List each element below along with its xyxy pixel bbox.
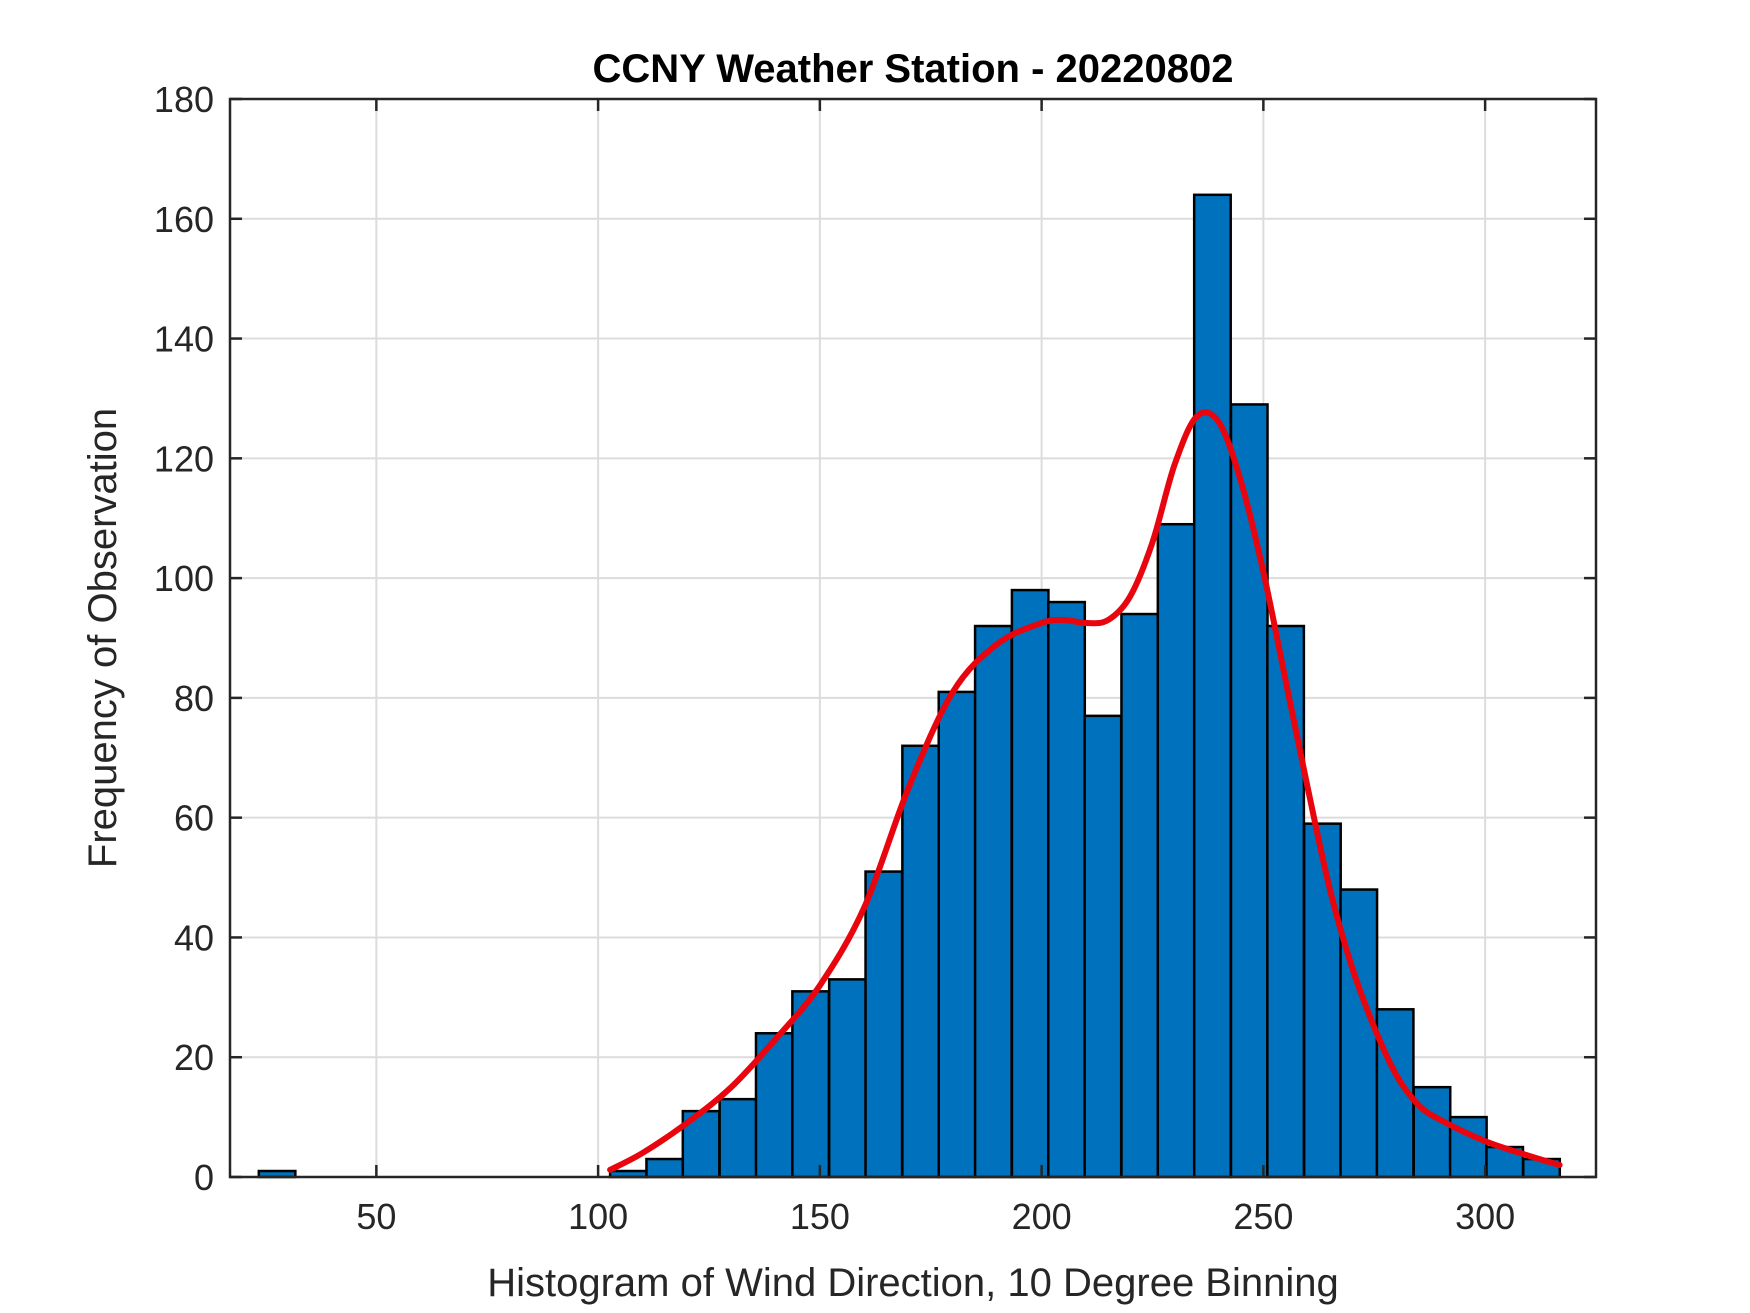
x-tick-label: 300 — [1455, 1196, 1515, 1237]
axes-box — [228, 97, 1598, 1179]
x-axis-label: Histogram of Wind Direction, 10 Degree B… — [487, 1261, 1339, 1305]
x-tick-label: 150 — [790, 1196, 850, 1237]
y-tick-label: 40 — [174, 917, 214, 958]
histogram-bars — [257, 193, 1562, 1179]
y-tick-label: 100 — [154, 558, 214, 599]
y-tick-label: 80 — [174, 678, 214, 719]
y-tick-label: 120 — [154, 438, 214, 479]
x-tick-labels: 50 100 150 200 250 300 — [356, 1196, 1515, 1237]
y-tick-label: 20 — [174, 1037, 214, 1078]
histogram-bar — [791, 990, 831, 1179]
histogram-bar — [754, 1032, 794, 1179]
histogram-bar — [1412, 1085, 1452, 1179]
y-axis-label: Frequency of Observation — [81, 408, 125, 868]
histogram-bar — [645, 1157, 685, 1179]
y-tick-label: 180 — [154, 79, 214, 120]
histogram-bar — [1120, 612, 1160, 1179]
x-tick-label: 200 — [1012, 1196, 1072, 1237]
histogram-bar — [937, 690, 977, 1179]
x-tick-label: 100 — [568, 1196, 628, 1237]
histogram-bar — [827, 978, 867, 1179]
axes-frame — [228, 97, 1598, 1179]
histogram-bar — [1266, 624, 1306, 1179]
chart-title: CCNY Weather Station - 20220802 — [593, 47, 1234, 91]
histogram-bar — [973, 624, 1013, 1179]
histogram-bar — [1010, 588, 1050, 1179]
y-tick-label: 60 — [174, 798, 214, 839]
histogram-bar — [1339, 888, 1379, 1179]
fit-curve-line — [607, 409, 1563, 1173]
x-tick-label: 50 — [356, 1196, 396, 1237]
histogram-bar — [901, 744, 941, 1179]
histogram-bar — [1083, 714, 1123, 1179]
density-fit-curve — [607, 409, 1563, 1173]
y-tick-label: 160 — [154, 199, 214, 240]
histogram-bar — [1047, 600, 1087, 1179]
histogram-bar — [864, 870, 904, 1179]
histogram-bar — [1192, 193, 1232, 1179]
y-tick-label: 140 — [154, 319, 214, 360]
histogram-bar — [718, 1097, 758, 1179]
histogram-bar — [1302, 822, 1342, 1179]
x-tick-label: 250 — [1233, 1196, 1293, 1237]
histogram-bar — [1156, 522, 1196, 1179]
y-tick-labels: 0 20 40 60 80 100 120 140 160 180 — [154, 79, 214, 1198]
y-tick-label: 0 — [194, 1157, 214, 1198]
histogram-bar — [1229, 403, 1269, 1179]
